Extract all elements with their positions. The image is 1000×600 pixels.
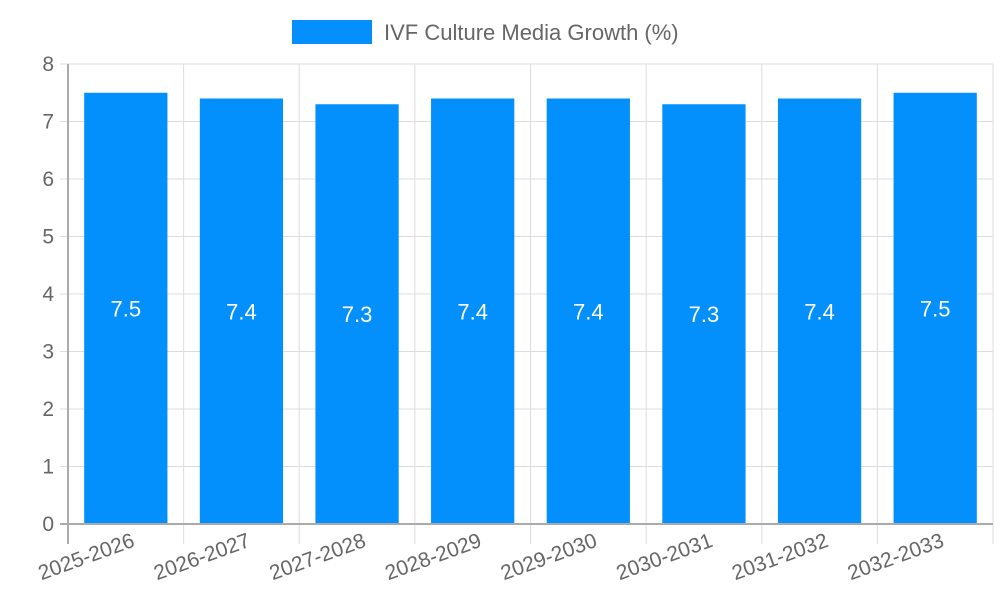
data-label: 7.4 [226, 299, 257, 324]
x-tick-label: 2027-2028 [267, 529, 369, 585]
y-tick-label: 3 [42, 341, 54, 364]
data-label: 7.4 [804, 299, 835, 324]
x-tick-label: 2030-2031 [613, 529, 715, 585]
x-tick-label: 2029-2030 [498, 529, 600, 585]
y-tick-label: 2 [42, 398, 54, 421]
y-tick-label: 0 [42, 513, 54, 536]
bar [199, 98, 284, 524]
y-tick-label: 5 [42, 226, 54, 249]
bar [315, 104, 399, 524]
data-label: 7.4 [457, 299, 488, 324]
bar [546, 98, 630, 524]
bar [662, 104, 746, 524]
y-tick-label: 7 [42, 111, 54, 134]
x-tick-label: 2028-2029 [382, 529, 484, 585]
legend[interactable]: IVF Culture Media Growth (%) [292, 20, 679, 45]
y-tick-label: 6 [42, 168, 54, 191]
y-tick-label: 1 [42, 456, 54, 479]
bar [777, 98, 862, 524]
y-tick-label: 4 [42, 283, 54, 306]
data-label: 7.5 [920, 296, 951, 321]
x-tick-label: 2026-2027 [151, 529, 253, 585]
bar [431, 98, 515, 524]
bar [84, 92, 168, 524]
y-tick-label: 8 [42, 53, 54, 76]
x-tick-label: 2031-2032 [729, 529, 831, 585]
x-tick-label: 2032-2033 [845, 529, 947, 585]
legend-swatch [292, 20, 372, 44]
x-tick-label: 2025-2026 [35, 529, 137, 585]
bar [893, 92, 977, 524]
data-label: 7.4 [573, 299, 604, 324]
data-label: 7.5 [111, 296, 142, 321]
data-label: 7.3 [689, 302, 720, 327]
legend-label: IVF Culture Media Growth (%) [384, 20, 679, 45]
data-label: 7.3 [342, 302, 373, 327]
